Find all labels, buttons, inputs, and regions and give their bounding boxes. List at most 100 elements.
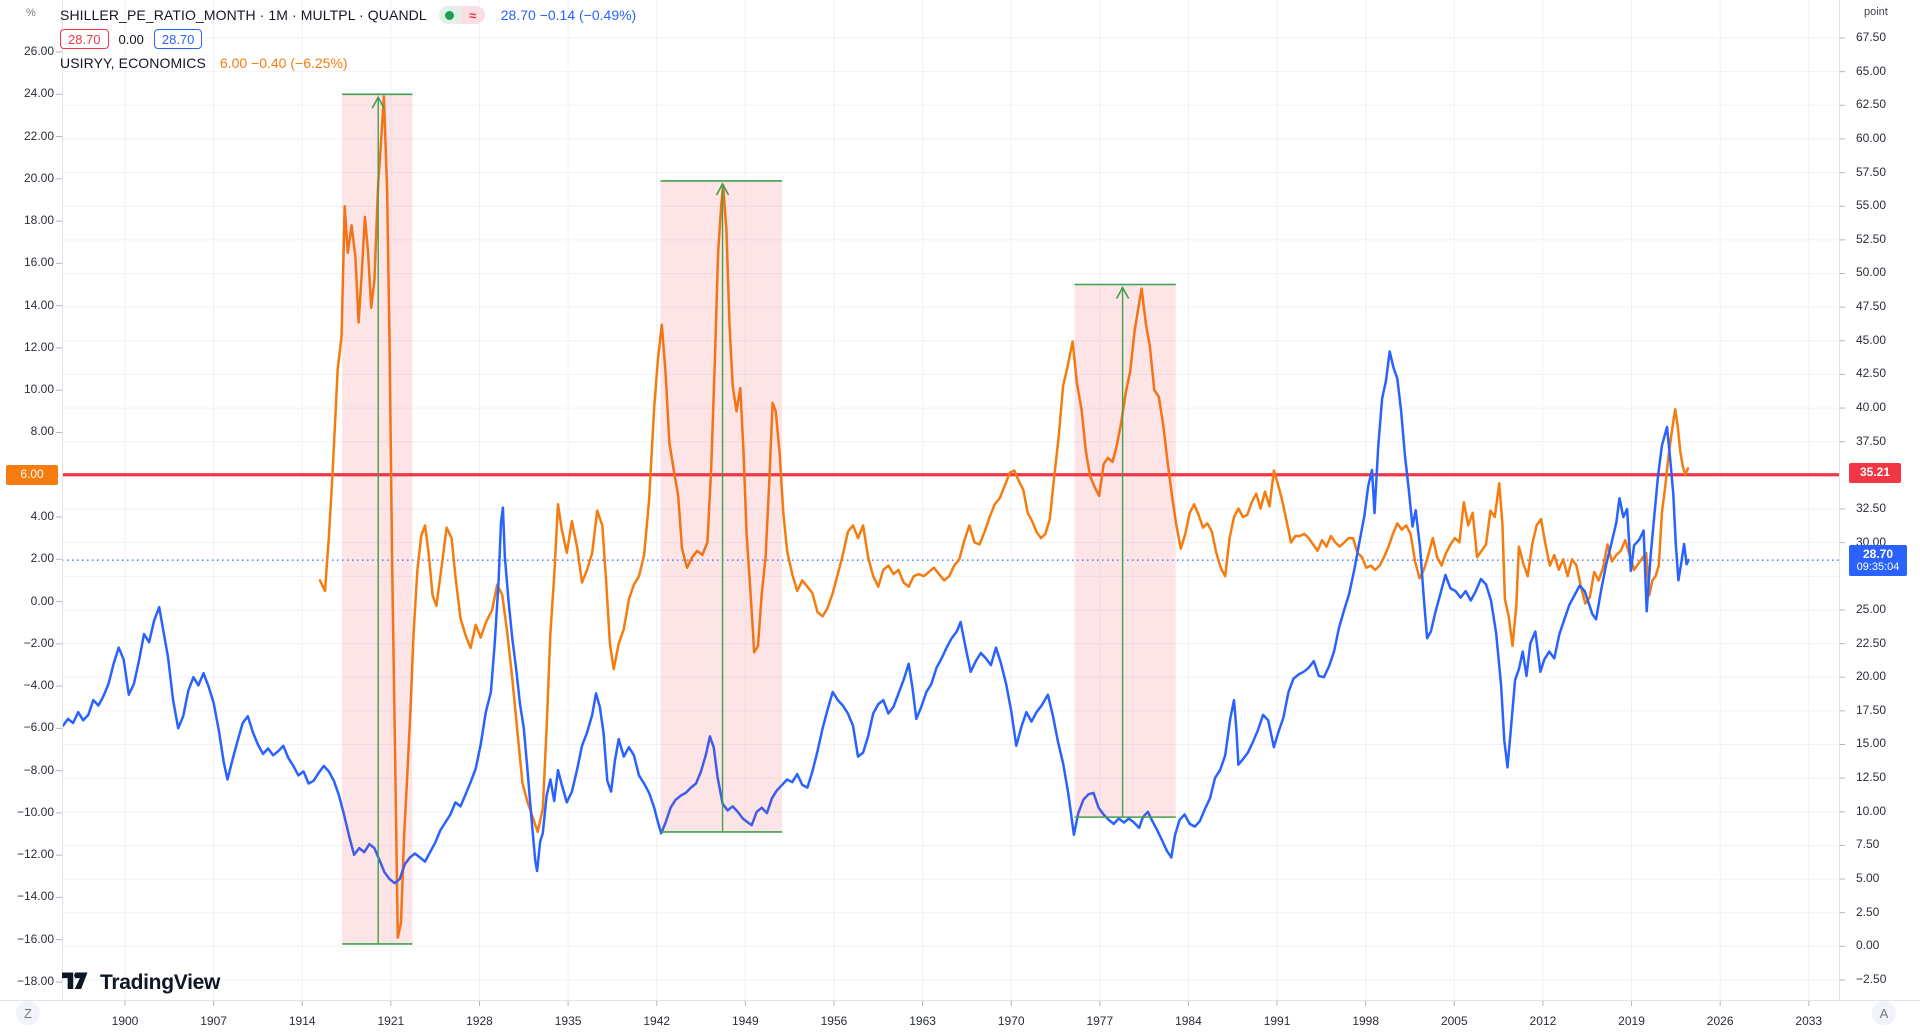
right-axis-tick: 25.00 [1856,601,1887,616]
right-axis-tick: 52.50 [1856,231,1887,246]
left-axis-tick: −6.00 [23,720,54,735]
legend-row-values: 28.70 0.00 28.70 [60,28,636,50]
tradingview-logo-icon [62,972,88,989]
left-axis-tick: 24.00 [23,86,54,101]
symbol-title[interactable]: SHILLER_PE_RATIO_MONTH · 1M · MULTPL · Q… [60,7,427,23]
time-axis-tick: 1921 [377,1014,405,1028]
quote-main-change-pct: (−0.49%) [579,7,637,23]
series-line-shiller_pe_ratio_month [61,350,1690,885]
bottom-axis-divider [0,1000,1920,1001]
right-axis-tick: 50.00 [1856,265,1887,280]
left-axis-tick: −4.00 [23,678,54,693]
tradingview-logo-text: TradingView [100,971,221,994]
right-axis-tick: 0.00 [1856,938,1880,953]
quote-main: 28.70 −0.14 (−0.49%) [501,7,636,23]
market-open-icon [438,6,461,24]
left-axis-tick: 20.00 [23,170,54,185]
right-axis-divider [1839,0,1840,1000]
quote-secondary-last: 6.00 [219,55,248,71]
right-axis-tick: −2.50 [1856,971,1887,986]
value-box-red: 28.70 [60,29,109,49]
autoscale-button[interactable]: A [1872,1001,1896,1025]
left-axis-tick: −14.00 [16,889,54,904]
region-arrow-head-icon [371,95,385,109]
time-axis-tick: 1991 [1263,1014,1291,1028]
right-axis-tick: 20.00 [1856,669,1887,684]
right-axis-tick: 67.50 [1856,30,1887,44]
right-axis-unit-label: point [1864,6,1888,18]
left-axis-tick: 0.00 [30,593,54,608]
time-axis-tick: 1984 [1175,1014,1202,1028]
time-axis-tick: 1998 [1352,1014,1380,1028]
time-axis-tick: 1977 [1086,1014,1114,1028]
time-axis-tick: 1914 [288,1014,316,1028]
symbol-title-secondary[interactable]: USIRYY, ECONOMICS [60,55,206,71]
right-axis-tick: 2.50 [1856,904,1880,919]
time-axis-tick: 2026 [1706,1014,1734,1028]
right-axis-tick: 47.50 [1856,299,1887,314]
left-axis-tick: 8.00 [30,424,54,439]
timezone-button[interactable]: Z [16,1001,40,1025]
time-axis-tick: 2012 [1529,1014,1557,1028]
left-axis-tick: 14.00 [23,297,54,312]
right-axis-tick: 32.50 [1856,500,1887,515]
legend: SHILLER_PE_RATIO_MONTH · 1M · MULTPL · Q… [60,4,636,74]
time-axis-tick: 1900 [111,1014,139,1028]
quote-secondary: 6.00 −0.40 (−6.25%) [220,55,348,71]
right-axis-tick: 40.00 [1856,400,1887,415]
time-axis-tick: 2005 [1440,1014,1468,1028]
right-axis-tick: 37.50 [1856,433,1887,448]
time-axis-tick: 1949 [731,1014,759,1028]
time-axis-tick: 1963 [909,1014,936,1028]
left-axis-tick: −2.00 [23,635,54,650]
right-axis-tick: 55.00 [1856,198,1887,213]
region-arrow-head-icon [715,182,730,196]
approximate-data-icon: ≈ [460,6,485,24]
left-axis-unit-label: % [26,7,36,19]
right-axis-tick: 22.50 [1856,635,1887,650]
time-axis-tick: 1942 [643,1014,671,1028]
right-axis-tick: 12.50 [1856,770,1887,785]
legend-row-secondary[interactable]: USIRYY, ECONOMICS 6.00 −0.40 (−6.25%) [60,52,636,74]
right-axis-tick: 15.00 [1856,736,1887,751]
left-axis-divider [62,0,63,1000]
time-axis-tick: 1935 [554,1014,582,1028]
price-label-horizontal-line: 35.21 [1849,462,1901,483]
right-axis-tick: 17.50 [1856,702,1887,717]
right-axis-tick: 65.00 [1856,63,1887,78]
value-mid: 0.00 [118,31,144,47]
legend-row-main[interactable]: SHILLER_PE_RATIO_MONTH · 1M · MULTPL · Q… [60,4,636,26]
left-axis-tick: 26.00 [23,44,54,58]
left-axis-tick: 12.00 [23,339,54,354]
quote-main-last: 28.70 [500,7,536,23]
market-status-badge[interactable]: ≈ [438,6,485,24]
tradingview-logo[interactable]: TradingView [62,970,220,996]
time-axis-tick: 1928 [466,1014,493,1028]
right-axis-tick: 45.00 [1856,332,1887,347]
left-axis-tick: 16.00 [23,255,54,270]
right-axis-tick: 7.50 [1856,837,1880,852]
highlight-region [342,94,413,945]
left-axis-tick: 10.00 [23,382,54,397]
highlight-region [660,180,782,832]
right-axis-tick: 60.00 [1856,130,1887,145]
time-axis-tick: 2033 [1795,1014,1823,1028]
left-axis-tick: −8.00 [23,762,54,777]
quote-secondary-change: −0.40 [251,55,287,71]
time-axis-tick: 1956 [820,1014,848,1028]
time-axis-tick: 2019 [1618,1014,1645,1028]
left-axis-tick: −12.00 [16,847,54,862]
left-axis-tick: 18.00 [23,213,54,228]
left-axis-tick: −16.00 [16,931,54,946]
time-axis-tick: 1907 [200,1014,227,1028]
quote-secondary-change-pct: (−6.25%) [290,55,348,71]
right-axis-tick: 57.50 [1856,164,1887,179]
right-axis-tick: 62.50 [1856,97,1887,112]
quote-main-change: −0.14 [539,7,576,23]
left-axis-tick: 22.00 [23,128,54,143]
right-axis-tick: 5.00 [1856,871,1880,886]
series-line-usiryy [318,95,1690,939]
highlight-region [1074,284,1176,818]
